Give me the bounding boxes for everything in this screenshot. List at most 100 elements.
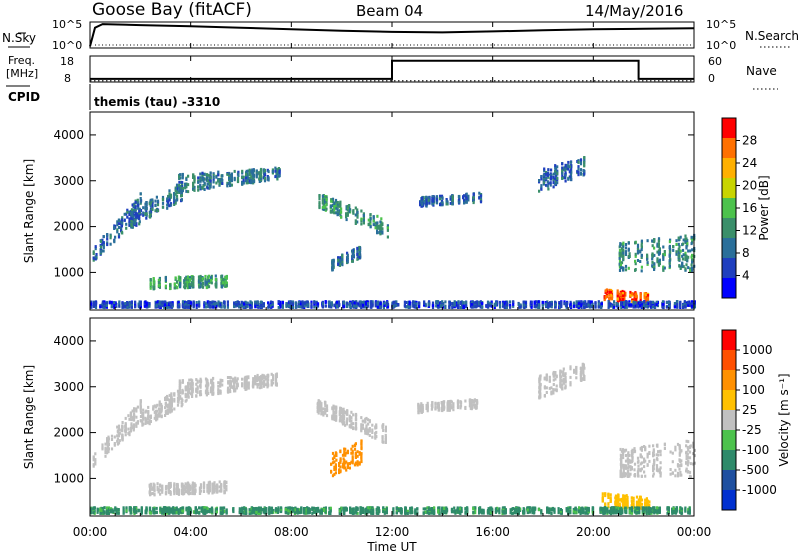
heatmap-cell: [346, 304, 349, 308]
heatmap-cell: [629, 293, 632, 297]
heatmap-cell: [152, 405, 155, 409]
heatmap-cell: [252, 174, 255, 178]
heatmap-cell: [622, 241, 625, 245]
heatmap-cell: [657, 245, 660, 249]
heatmap-cell: [242, 302, 246, 306]
heatmap-cell: [325, 207, 328, 211]
heatmap-cell: [263, 380, 266, 384]
heatmap-cell: [583, 160, 586, 164]
heatmap-cell: [184, 186, 187, 190]
heatmap-cell: [164, 402, 167, 406]
heatmap-cell: [217, 179, 220, 183]
heatmap-cell: [616, 299, 619, 303]
heatmap-cell: [204, 305, 207, 309]
heatmap-cell: [356, 247, 359, 251]
heatmap-cell: [641, 301, 644, 305]
heatmap-cell: [339, 256, 342, 260]
heatmap-cell: [127, 414, 130, 418]
heatmap-cell: [622, 251, 625, 255]
heatmap-cell: [92, 458, 95, 462]
heatmap-cell: [490, 304, 493, 308]
heatmap-cell: [657, 260, 661, 263]
heatmap-cell: [372, 223, 375, 227]
heatmap-cell: [212, 178, 215, 181]
heatmap-cell: [672, 248, 675, 252]
heatmap-cell: [656, 301, 659, 305]
heatmap-cell: [622, 268, 625, 272]
heatmap-cell: [197, 176, 200, 180]
heatmap-cell: [431, 301, 435, 305]
heatmap-cell: [260, 176, 263, 180]
heatmap-cell: [564, 176, 567, 180]
heatmap-cell: [634, 295, 638, 299]
heatmap-cell: [624, 264, 628, 268]
heatmap-cell: [233, 178, 236, 182]
heatmap-cell: [155, 418, 158, 422]
heatmap-cell: [675, 239, 678, 243]
heatmap-cell: [423, 303, 426, 307]
heatmap-cell: [465, 195, 468, 198]
heatmap-cell: [509, 300, 512, 304]
heatmap-cell: [102, 243, 105, 247]
heatmap-cell: [107, 437, 110, 441]
heatmap-cell: [556, 176, 559, 180]
heatmap-cell: [662, 254, 665, 258]
heatmap-cell: [101, 241, 104, 245]
heatmap-cell: [241, 384, 244, 388]
heatmap-cell: [554, 303, 557, 306]
heatmap-cell: [407, 304, 410, 308]
heatmap-cell: [139, 212, 142, 216]
heatmap-cell: [577, 173, 580, 177]
heatmap-cell: [250, 305, 253, 309]
heatmap-cell: [234, 376, 237, 380]
heatmap-cell: [262, 376, 266, 379]
heatmap-cell: [126, 301, 129, 305]
heatmap-cell: [260, 175, 263, 179]
heatmap-cell: [178, 396, 181, 400]
heatmap-cell: [135, 424, 138, 428]
heatmap-cell: [463, 194, 466, 198]
heatmap-cell: [94, 306, 98, 309]
heatmap-cell: [352, 209, 355, 213]
heatmap-cell: [569, 160, 572, 164]
heatmap-cell: [564, 167, 567, 171]
noise-search-label: N.Search: [745, 29, 799, 43]
heatmap-cell: [200, 277, 204, 281]
heatmap-cell: [130, 216, 133, 220]
heatmap-cell: [440, 201, 443, 205]
heatmap-cell: [212, 180, 215, 184]
heatmap-cell: [381, 223, 384, 226]
heatmap-cell: [235, 303, 238, 306]
heatmap-cell: [656, 304, 659, 308]
heatmap-cell: [348, 204, 351, 207]
heatmap-cell: [221, 285, 224, 289]
heatmap-cell: [220, 277, 223, 281]
heatmap-cell: [341, 260, 344, 264]
heatmap-cell: [620, 306, 623, 309]
heatmap-cell: [271, 304, 274, 308]
heatmap-cell: [209, 179, 212, 183]
station-title: Goose Bay (fitACF): [92, 0, 252, 20]
heatmap-cell: [523, 306, 526, 309]
heatmap-cell: [431, 201, 434, 205]
heatmap-cell: [354, 222, 357, 225]
heatmap-cell: [340, 210, 343, 214]
heatmap-cell: [155, 195, 158, 199]
heatmap-cell: [138, 214, 141, 218]
heatmap-cell: [371, 300, 374, 304]
heatmap-cell: [640, 254, 643, 258]
heatmap-cell: [383, 301, 386, 305]
heatmap-cell: [252, 377, 255, 381]
heatmap-cell: [569, 177, 572, 181]
heatmap-cell: [554, 179, 558, 183]
heatmap-cell: [149, 420, 152, 423]
heatmap-cell: [169, 284, 172, 288]
heatmap-cell: [337, 262, 340, 266]
heatmap-cell: [550, 302, 553, 306]
heatmap-cell: [135, 222, 138, 226]
heatmap-cell: [279, 302, 282, 306]
heatmap-cell: [550, 177, 553, 181]
heatmap-cell: [662, 265, 665, 269]
heatmap-cell: [653, 240, 656, 244]
heatmap-cell: [212, 388, 215, 391]
